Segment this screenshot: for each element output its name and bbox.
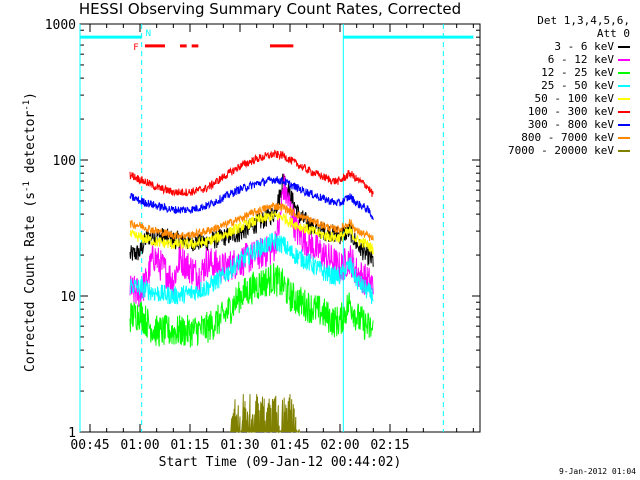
flare-label: F <box>133 43 138 53</box>
x-tick-label: 00:45 <box>70 438 109 453</box>
legend-entry: 800 - 7000 keV <box>484 131 634 144</box>
legend-entry-label: 50 - 100 keV <box>534 92 614 105</box>
legend-entry: 25 - 50 keV <box>484 79 634 92</box>
legend-swatch <box>618 71 630 74</box>
legend-entry: 12 - 25 keV <box>484 66 634 79</box>
legend-swatch <box>618 123 630 126</box>
legend-swatch <box>618 97 630 100</box>
legend-entry-label: 3 - 6 keV <box>554 40 614 53</box>
legend-header-line-1: Det 1,3,4,5,6, <box>537 14 630 27</box>
legend: Det 1,3,4,5,6, Att 0 3 - 6 keV 6 - 12 keV… <box>484 14 634 157</box>
legend-swatch <box>618 110 630 113</box>
x-tick-label: 02:15 <box>370 438 409 453</box>
legend-entry: 6 - 12 keV <box>484 53 634 66</box>
legend-swatch <box>618 58 630 61</box>
chart-title: HESSI Observing Summary Count Rates, Cor… <box>78 0 462 18</box>
legend-entry: 100 - 300 keV <box>484 105 634 118</box>
y-tick-label: 100 <box>53 154 76 169</box>
legend-entry: 50 - 100 keV <box>484 92 634 105</box>
legend-header-line-2: Att 0 <box>596 27 630 40</box>
legend-swatch <box>618 45 630 48</box>
timestamp-footer: 9-Jan-2012 01:04 <box>558 467 636 476</box>
legend-entry-label: 300 - 800 keV <box>527 118 614 131</box>
legend-entry-label: 6 - 12 keV <box>547 53 614 66</box>
y-axis-label: Corrected Count Rate (s-1 detector-1) <box>21 92 39 372</box>
legend-entry-label: 25 - 50 keV <box>541 79 614 92</box>
series-line <box>129 201 374 241</box>
legend-entry-label: 800 - 7000 keV <box>521 131 614 144</box>
series-line <box>129 210 374 255</box>
legend-entry-label: 100 - 300 keV <box>527 105 614 118</box>
x-tick-label: 02:00 <box>320 438 359 453</box>
y-tick-label: 1000 <box>45 18 76 33</box>
y-tick-label: 1 <box>68 426 76 441</box>
series-line <box>229 394 300 434</box>
legend-swatch <box>618 84 630 87</box>
legend-entry-label: 12 - 25 keV <box>541 66 614 79</box>
x-tick-label: 01:00 <box>120 438 159 453</box>
x-tick-label: 01:45 <box>270 438 309 453</box>
legend-entry-label: 7000 - 20000 keV <box>508 144 614 157</box>
x-tick-label: 01:30 <box>220 438 259 453</box>
series-line <box>129 173 374 308</box>
legend-entry: 7000 - 20000 keV <box>484 144 634 157</box>
night-label: N <box>146 29 151 39</box>
series-line <box>129 263 374 348</box>
y-tick-label: 10 <box>60 290 76 305</box>
series-line <box>129 175 374 220</box>
series-line <box>129 149 374 198</box>
legend-swatch <box>618 149 630 152</box>
x-tick-label: 01:15 <box>170 438 209 453</box>
legend-entry: 3 - 6 keV <box>484 40 634 53</box>
legend-swatch <box>618 136 630 139</box>
legend-entry: 300 - 800 keV <box>484 118 634 131</box>
series-line <box>129 232 374 305</box>
x-axis-label: Start Time (09-Jan-12 00:44:02) <box>158 455 402 470</box>
